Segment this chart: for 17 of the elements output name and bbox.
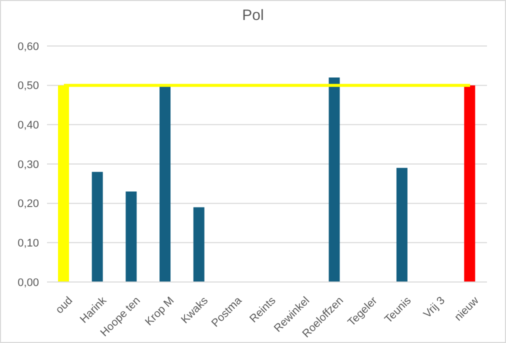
- y-tick-label: 0,20: [18, 198, 39, 210]
- bar: [328, 77, 340, 282]
- bar: [160, 85, 171, 282]
- bar: [126, 192, 137, 282]
- x-tick-label: Vrij 3: [422, 294, 448, 321]
- y-tick-label: 0,10: [18, 238, 39, 250]
- chart-title: Pol: [241, 7, 265, 24]
- y-tick-label: 0,50: [18, 80, 39, 92]
- y-tick-label: 0,30: [18, 158, 39, 171]
- x-tick-label: oud: [54, 294, 76, 316]
- y-tick-label: 0,40: [18, 120, 39, 132]
- bar: [92, 172, 103, 282]
- y-tick-label: 0,60: [18, 40, 39, 53]
- bar: [464, 85, 476, 282]
- bar: [193, 207, 204, 282]
- y-tick-label: 0,00: [18, 276, 39, 289]
- bar: [396, 168, 408, 282]
